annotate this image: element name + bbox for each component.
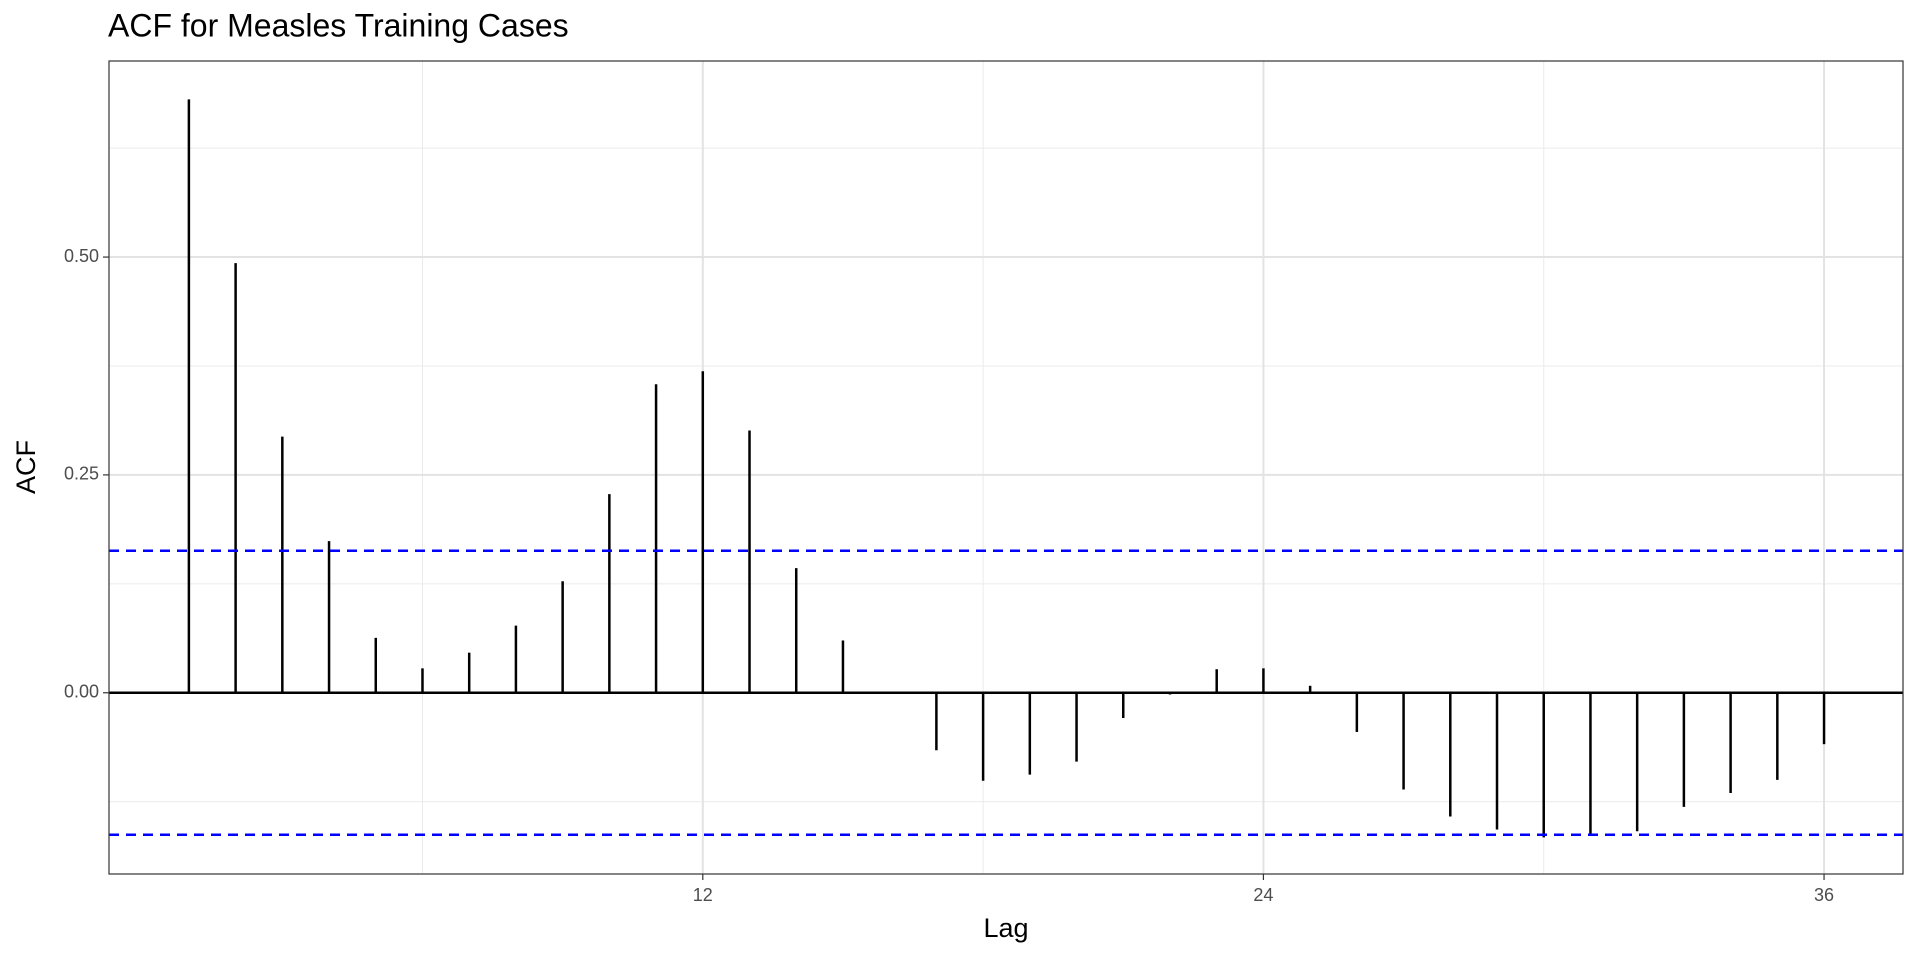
y-axis-label: ACF xyxy=(11,440,41,494)
y-tick-label: 0.00 xyxy=(64,682,99,702)
x-tick-label: 36 xyxy=(1814,885,1834,905)
y-tick-label: 0.50 xyxy=(64,246,99,266)
x-tick-label: 12 xyxy=(693,885,713,905)
panel-border xyxy=(108,60,1904,875)
y-tick-label: 0.25 xyxy=(64,464,99,484)
x-tick-label: 24 xyxy=(1253,885,1273,905)
x-axis-label: Lag xyxy=(983,913,1028,943)
chart-title: ACF for Measles Training Cases xyxy=(108,7,569,43)
